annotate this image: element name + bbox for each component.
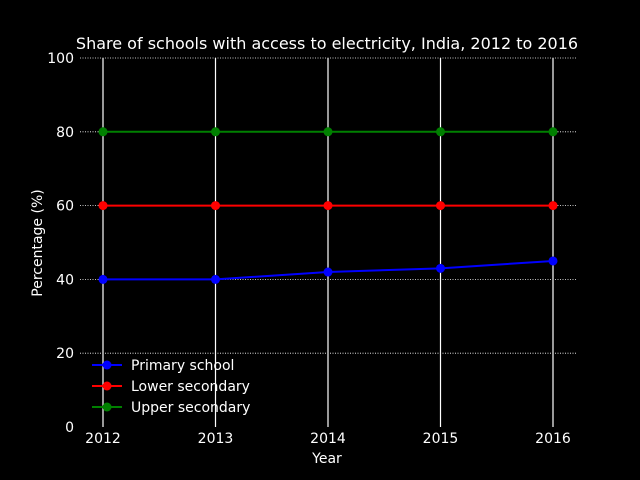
x-tick-label: 2014 [310, 431, 346, 447]
legend-label: Lower secondary [131, 379, 250, 395]
data-point [98, 274, 108, 284]
x-tick-label: 2015 [423, 431, 459, 447]
y-tick-label: 20 [56, 346, 74, 362]
y-tick-label: 0 [65, 420, 74, 436]
legend-marker [102, 402, 112, 412]
data-point [211, 127, 220, 137]
legend-entry: Lower secondary [92, 379, 250, 395]
legend-label: Primary school [131, 358, 234, 374]
x-axis-label: Year [311, 451, 342, 467]
legend-marker [102, 360, 112, 370]
data-point [548, 127, 558, 137]
legend-entry: Primary school [92, 358, 234, 374]
series-group [98, 127, 558, 284]
data-point [211, 201, 220, 211]
data-point [98, 201, 108, 211]
series-1 [98, 256, 558, 284]
y-axis-label: Percentage (%) [30, 189, 46, 296]
data-point [548, 256, 558, 266]
y-tick-label: 100 [47, 51, 74, 67]
y-tick-label: 40 [56, 272, 74, 288]
data-point [436, 263, 445, 273]
series-2 [98, 201, 558, 211]
data-point [323, 127, 333, 137]
data-point [436, 201, 445, 211]
data-point [323, 201, 333, 211]
legend-marker [102, 381, 112, 391]
y-tick-label: 60 [56, 199, 74, 215]
y-tick-label: 80 [56, 125, 74, 141]
x-tick-label: 2016 [535, 431, 571, 447]
legend-label: Upper secondary [131, 400, 250, 416]
x-tick-label: 2012 [85, 431, 121, 447]
data-point [323, 267, 333, 277]
data-point [211, 274, 220, 284]
axes: 0 20 40 60 80 100 2012 2013 2014 2015 2016 [47, 51, 571, 447]
chart-title: Share of schools with access to electric… [76, 34, 578, 53]
legend: Primary school Lower secondary Upper secon… [92, 358, 250, 416]
legend-entry: Upper secondary [92, 400, 250, 416]
data-point [548, 201, 558, 211]
data-point [436, 127, 445, 137]
x-tick-label: 2013 [198, 431, 234, 447]
series-3 [98, 127, 558, 137]
data-point [98, 127, 108, 137]
